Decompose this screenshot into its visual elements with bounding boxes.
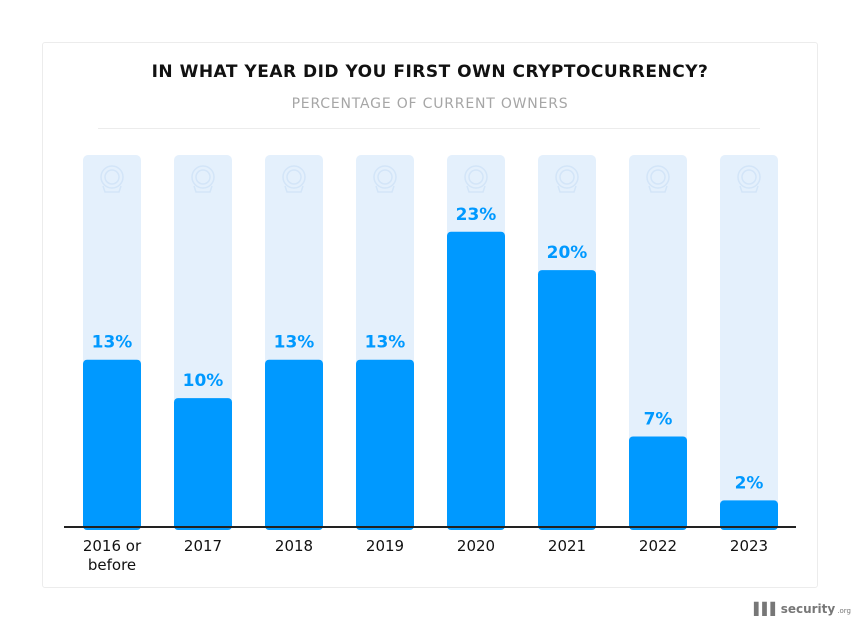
bar	[265, 359, 323, 530]
coin-icon	[737, 165, 761, 193]
data-label: 10%	[183, 371, 224, 391]
bar	[356, 359, 414, 530]
logo-bars-icon: ▌▌▌	[754, 602, 780, 616]
data-label: 13%	[92, 333, 133, 353]
x-axis	[64, 526, 796, 528]
coin-icon	[464, 165, 488, 193]
chart-card	[42, 42, 818, 588]
x-tick-label: 2020	[457, 537, 495, 555]
data-label: 20%	[547, 243, 588, 263]
coin-icon	[191, 165, 215, 193]
data-label: 2%	[735, 473, 764, 493]
coin-icon	[646, 165, 670, 193]
x-tick-label: 2018	[275, 537, 313, 555]
data-label: 7%	[644, 409, 673, 429]
bar	[629, 436, 687, 530]
x-tick-label: 2023	[730, 537, 768, 555]
x-tick-label: 2021	[548, 537, 586, 555]
coin-icon	[555, 165, 579, 193]
coin-icon	[282, 165, 306, 193]
bar-track	[629, 155, 687, 530]
bar	[83, 359, 141, 530]
x-tick-label: 2022	[639, 537, 677, 555]
bar	[174, 398, 232, 530]
data-label: 13%	[274, 333, 315, 353]
coin-icon	[100, 165, 124, 193]
data-label: 13%	[365, 333, 406, 353]
x-tick-label: 2016 or	[83, 537, 142, 555]
x-tick-label: 2019	[366, 537, 404, 555]
bar	[447, 231, 505, 531]
x-tick-label: before	[88, 556, 136, 574]
bar	[538, 270, 596, 530]
bar	[720, 500, 778, 530]
bar-track	[720, 155, 778, 530]
chart-title: IN WHAT YEAR DID YOU FIRST OWN CRYPTOCUR…	[151, 62, 709, 82]
security-org-logo: ▌▌▌ security .org	[754, 602, 851, 616]
coin-icon	[373, 165, 397, 193]
data-label: 23%	[456, 205, 497, 225]
x-tick-label: 2017	[184, 537, 222, 555]
chart-subtitle: PERCENTAGE OF CURRENT OWNERS	[291, 96, 569, 112]
divider	[98, 128, 760, 129]
